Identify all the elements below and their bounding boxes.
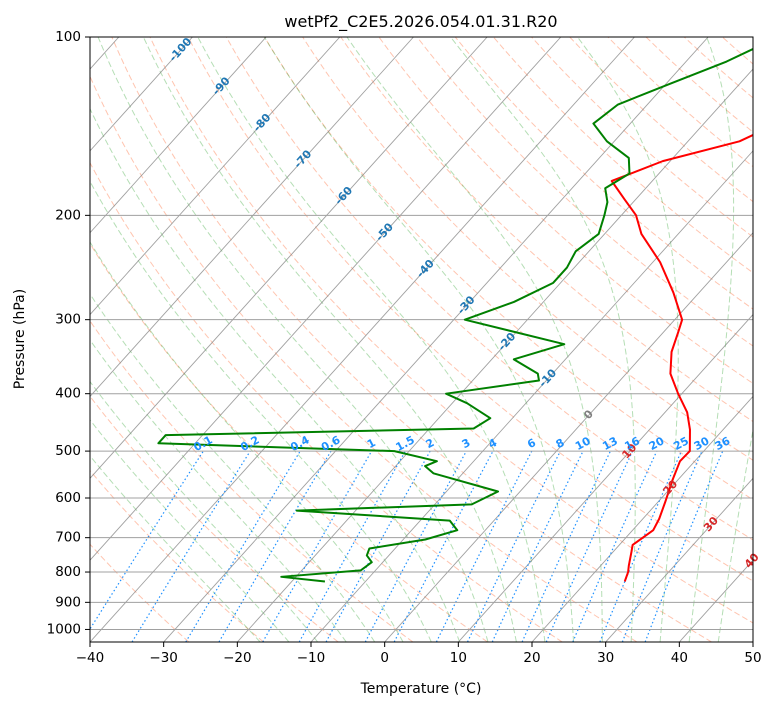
moist-adiabat-line bbox=[577, 37, 679, 642]
moist-adiabat-line bbox=[90, 241, 404, 642]
x-tick-label: −20 bbox=[223, 650, 252, 666]
moist-adiabat-line bbox=[97, 37, 489, 642]
dry-adiabat-line bbox=[111, 37, 712, 642]
isotherm-line bbox=[90, 37, 414, 398]
mixing-ratio-line bbox=[545, 450, 634, 642]
x-tick-label: 10 bbox=[450, 650, 467, 666]
mixing-ratio-label: 16 bbox=[622, 434, 642, 453]
mixing-ratio-label: 30 bbox=[692, 434, 712, 453]
mixing-ratio-label: 10 bbox=[573, 434, 593, 453]
dry-adiabat-line bbox=[416, 37, 753, 347]
y-tick-label: 300 bbox=[55, 312, 81, 328]
x-tick-label: 0 bbox=[380, 650, 389, 666]
dewpoint-profile-line bbox=[157, 47, 753, 583]
y-tick-label: 600 bbox=[55, 490, 81, 506]
x-tick-label: −30 bbox=[149, 650, 178, 666]
mixing-ratio-label: 20 bbox=[647, 434, 667, 453]
y-tick-label: 100 bbox=[55, 29, 81, 45]
x-axis-label: Temperature (°C) bbox=[360, 681, 482, 697]
isotherm-line bbox=[236, 68, 753, 642]
y-tick-label: 400 bbox=[55, 386, 81, 402]
isotherm-line bbox=[90, 37, 635, 642]
moist-adiabat-line bbox=[90, 455, 261, 642]
dry-adiabat-line bbox=[90, 469, 264, 642]
y-tick-label: 900 bbox=[55, 594, 81, 610]
dry-adiabat-line bbox=[90, 75, 638, 642]
isotherm-line bbox=[310, 150, 753, 642]
mixing-ratio-line bbox=[90, 450, 204, 631]
moist-adiabat-line bbox=[717, 427, 753, 642]
dry-adiabat-line bbox=[90, 161, 563, 642]
y-axis-label: Pressure (hPa) bbox=[12, 289, 28, 389]
plot-frame bbox=[89, 36, 754, 643]
mixing-ratio-line bbox=[131, 450, 251, 642]
x-tick-label: −10 bbox=[297, 650, 326, 666]
x-tick-label: 30 bbox=[597, 650, 614, 666]
dry-adiabat-line bbox=[149, 37, 753, 624]
moist-adiabat-line bbox=[197, 37, 546, 642]
mixing-ratio-line bbox=[572, 450, 658, 642]
x-tick-label: −40 bbox=[76, 650, 105, 666]
mixing-ratio-label: 25 bbox=[671, 434, 691, 453]
moist-adiabat-line bbox=[263, 37, 575, 642]
y-tick-label: 800 bbox=[55, 564, 81, 580]
y-tick-label: 500 bbox=[55, 443, 81, 459]
moist-adiabat-line bbox=[142, 37, 517, 642]
dry-adiabat-line bbox=[264, 37, 753, 501]
isotherm-line bbox=[90, 37, 341, 316]
mixing-ratio-label: 13 bbox=[600, 434, 620, 453]
dry-adiabat-line bbox=[90, 242, 488, 642]
isotherm-line bbox=[457, 313, 753, 642]
moist-adiabat-line bbox=[90, 107, 461, 642]
moist-adiabat-line bbox=[450, 37, 636, 642]
isotherm-line bbox=[90, 37, 193, 152]
isotherm-line bbox=[384, 232, 753, 642]
mixing-ratio-line bbox=[599, 450, 682, 642]
x-tick-label: 40 bbox=[671, 650, 688, 666]
moist-adiabat-line bbox=[688, 37, 735, 642]
dry-adiabat-line bbox=[302, 37, 753, 461]
dry-adiabat-line bbox=[187, 37, 753, 582]
moist-adiabat-line bbox=[90, 180, 432, 642]
isotherm-line bbox=[90, 37, 562, 561]
temperature-profile-line bbox=[610, 133, 753, 582]
x-tick-label: 20 bbox=[523, 650, 540, 666]
y-tick-label: 1000 bbox=[47, 621, 81, 637]
moist-adiabat-line bbox=[90, 419, 290, 642]
mixing-ratio-line bbox=[298, 450, 406, 642]
dry-adiabat-line bbox=[340, 37, 753, 423]
mixing-ratio-line bbox=[435, 450, 533, 642]
moist-adiabat-line bbox=[346, 37, 603, 642]
isotherm-line bbox=[90, 37, 488, 479]
y-tick-label: 700 bbox=[55, 530, 81, 546]
moist-adiabat-line bbox=[90, 380, 319, 642]
isotherm-line bbox=[163, 37, 709, 642]
isotherm-line bbox=[605, 477, 753, 642]
y-tick-label: 200 bbox=[55, 207, 81, 223]
isotherm-line bbox=[531, 395, 753, 642]
mixing-ratio-label: 36 bbox=[713, 434, 733, 453]
chart-title: wetPf2_C2E5.2026.054.01.31.R20 bbox=[284, 12, 557, 32]
mixing-ratio-line bbox=[644, 450, 724, 642]
mixing-ratio-line bbox=[621, 450, 703, 642]
isotherm-line bbox=[90, 37, 267, 234]
moist-adiabat-line bbox=[90, 293, 376, 642]
mixing-ratio-line bbox=[364, 450, 467, 642]
x-tick-label: 50 bbox=[744, 650, 761, 666]
